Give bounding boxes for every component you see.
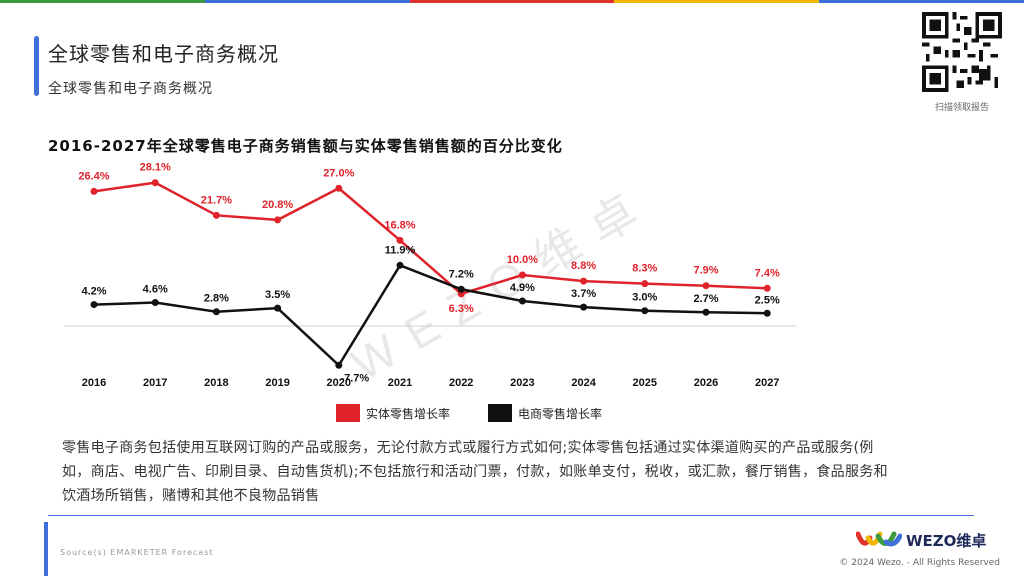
legend-item-physical: 实体零售增长率	[336, 404, 450, 422]
data-label: 26.4%	[78, 170, 109, 182]
copyright-text: © 2024 Wezo. - All Rights Reserved	[839, 558, 1000, 568]
data-label: 8.3%	[632, 263, 657, 275]
data-point	[151, 179, 159, 187]
data-label: 16.8%	[384, 219, 415, 231]
page-title: 全球零售和电子商务概况	[48, 42, 279, 66]
data-point	[212, 211, 220, 219]
legend-label-physical: 实体零售增长率	[366, 406, 451, 421]
x-tick-label: 2025	[633, 377, 657, 389]
data-label: 20.8%	[262, 199, 293, 211]
data-label: -7.7%	[340, 372, 369, 384]
data-point	[274, 304, 282, 312]
x-tick-label: 2020	[327, 377, 351, 389]
data-label: 3.5%	[265, 289, 290, 301]
data-point	[90, 301, 98, 309]
data-label: 2.5%	[755, 294, 780, 306]
data-label: 7.4%	[755, 267, 780, 279]
data-point	[580, 303, 588, 311]
wezo-logo: WEZO维卓	[856, 528, 986, 552]
data-point	[641, 280, 649, 288]
data-label: 4.2%	[81, 286, 106, 298]
qr-code-icon[interactable]	[922, 12, 1002, 92]
legend-swatch-ecommerce	[488, 404, 512, 422]
data-label: 28.1%	[140, 162, 171, 174]
footer-divider	[48, 515, 974, 516]
qr-caption: 扫描领取报告	[934, 103, 989, 113]
data-label: 10.0%	[507, 254, 538, 266]
chart-title: 2016-2027年全球零售电子商务销售额与实体零售销售额的百分比变化	[48, 137, 563, 155]
data-point	[702, 282, 710, 290]
x-tick-label: 2021	[388, 377, 412, 389]
top-color-bar	[0, 0, 1024, 3]
data-label: 4.6%	[143, 284, 168, 296]
wezo-logo-icon	[856, 531, 902, 547]
x-tick-label: 2022	[449, 377, 473, 389]
data-point	[396, 261, 404, 269]
data-label: 21.7%	[201, 194, 232, 206]
data-point	[763, 309, 771, 317]
data-point	[518, 297, 526, 305]
x-tick-label: 2023	[510, 377, 534, 389]
x-tick-label: 2026	[694, 377, 718, 389]
data-point	[151, 299, 159, 307]
data-label: 6.3%	[449, 303, 474, 315]
data-point	[335, 184, 343, 192]
data-label: 4.9%	[510, 282, 535, 294]
series-line-physical	[93, 181, 768, 296]
logo-text: WEZO维卓	[906, 531, 987, 550]
line-chart: WEZO维卓 2016 2017 2018 2019 2020 2021 2022 2023 2…	[64, 162, 796, 390]
legend-label-ecommerce: 电商零售增长率	[518, 406, 603, 421]
title-accent-bar	[34, 36, 39, 96]
data-label: 7.9%	[693, 265, 718, 277]
data-point	[763, 284, 771, 292]
data-label: 3.0%	[632, 292, 657, 304]
definition-note: 零售电子商务包括使用互联网订购的产品或服务，无论付款方式或履行方式如何;实体零售…	[62, 440, 888, 504]
x-tick-label: 2019	[265, 377, 289, 389]
data-point	[274, 216, 282, 224]
footer-accent-bar	[44, 522, 48, 576]
page-subtitle: 全球零售和电子商务概况	[48, 81, 213, 97]
data-point	[212, 308, 220, 316]
data-label: 3.7%	[571, 288, 596, 300]
x-tick-label: 2018	[204, 377, 228, 389]
legend-item-ecommerce: 电商零售增长率	[488, 404, 602, 422]
legend-swatch-physical	[336, 404, 360, 422]
data-point	[457, 285, 465, 293]
data-point	[335, 361, 343, 369]
x-tick-label: 2017	[143, 377, 167, 389]
source-text: Source(s) EMARKETER Forecast	[60, 548, 214, 557]
data-label: 27.0%	[323, 167, 354, 179]
x-tick-label: 2024	[571, 377, 596, 389]
data-point	[90, 187, 98, 195]
data-point	[641, 307, 649, 315]
data-point	[702, 308, 710, 316]
data-label: 7.2%	[449, 268, 474, 280]
data-label: 2.8%	[204, 293, 229, 305]
data-point	[518, 271, 526, 279]
data-label: 2.7%	[693, 293, 718, 305]
x-tick-label: 2027	[755, 377, 779, 389]
data-point	[580, 277, 588, 285]
data-label: 8.8%	[571, 260, 596, 272]
data-label: 11.9%	[385, 244, 416, 256]
data-point	[396, 236, 404, 244]
x-tick-label: 2016	[82, 377, 106, 389]
series-line-ecommerce	[93, 263, 768, 368]
